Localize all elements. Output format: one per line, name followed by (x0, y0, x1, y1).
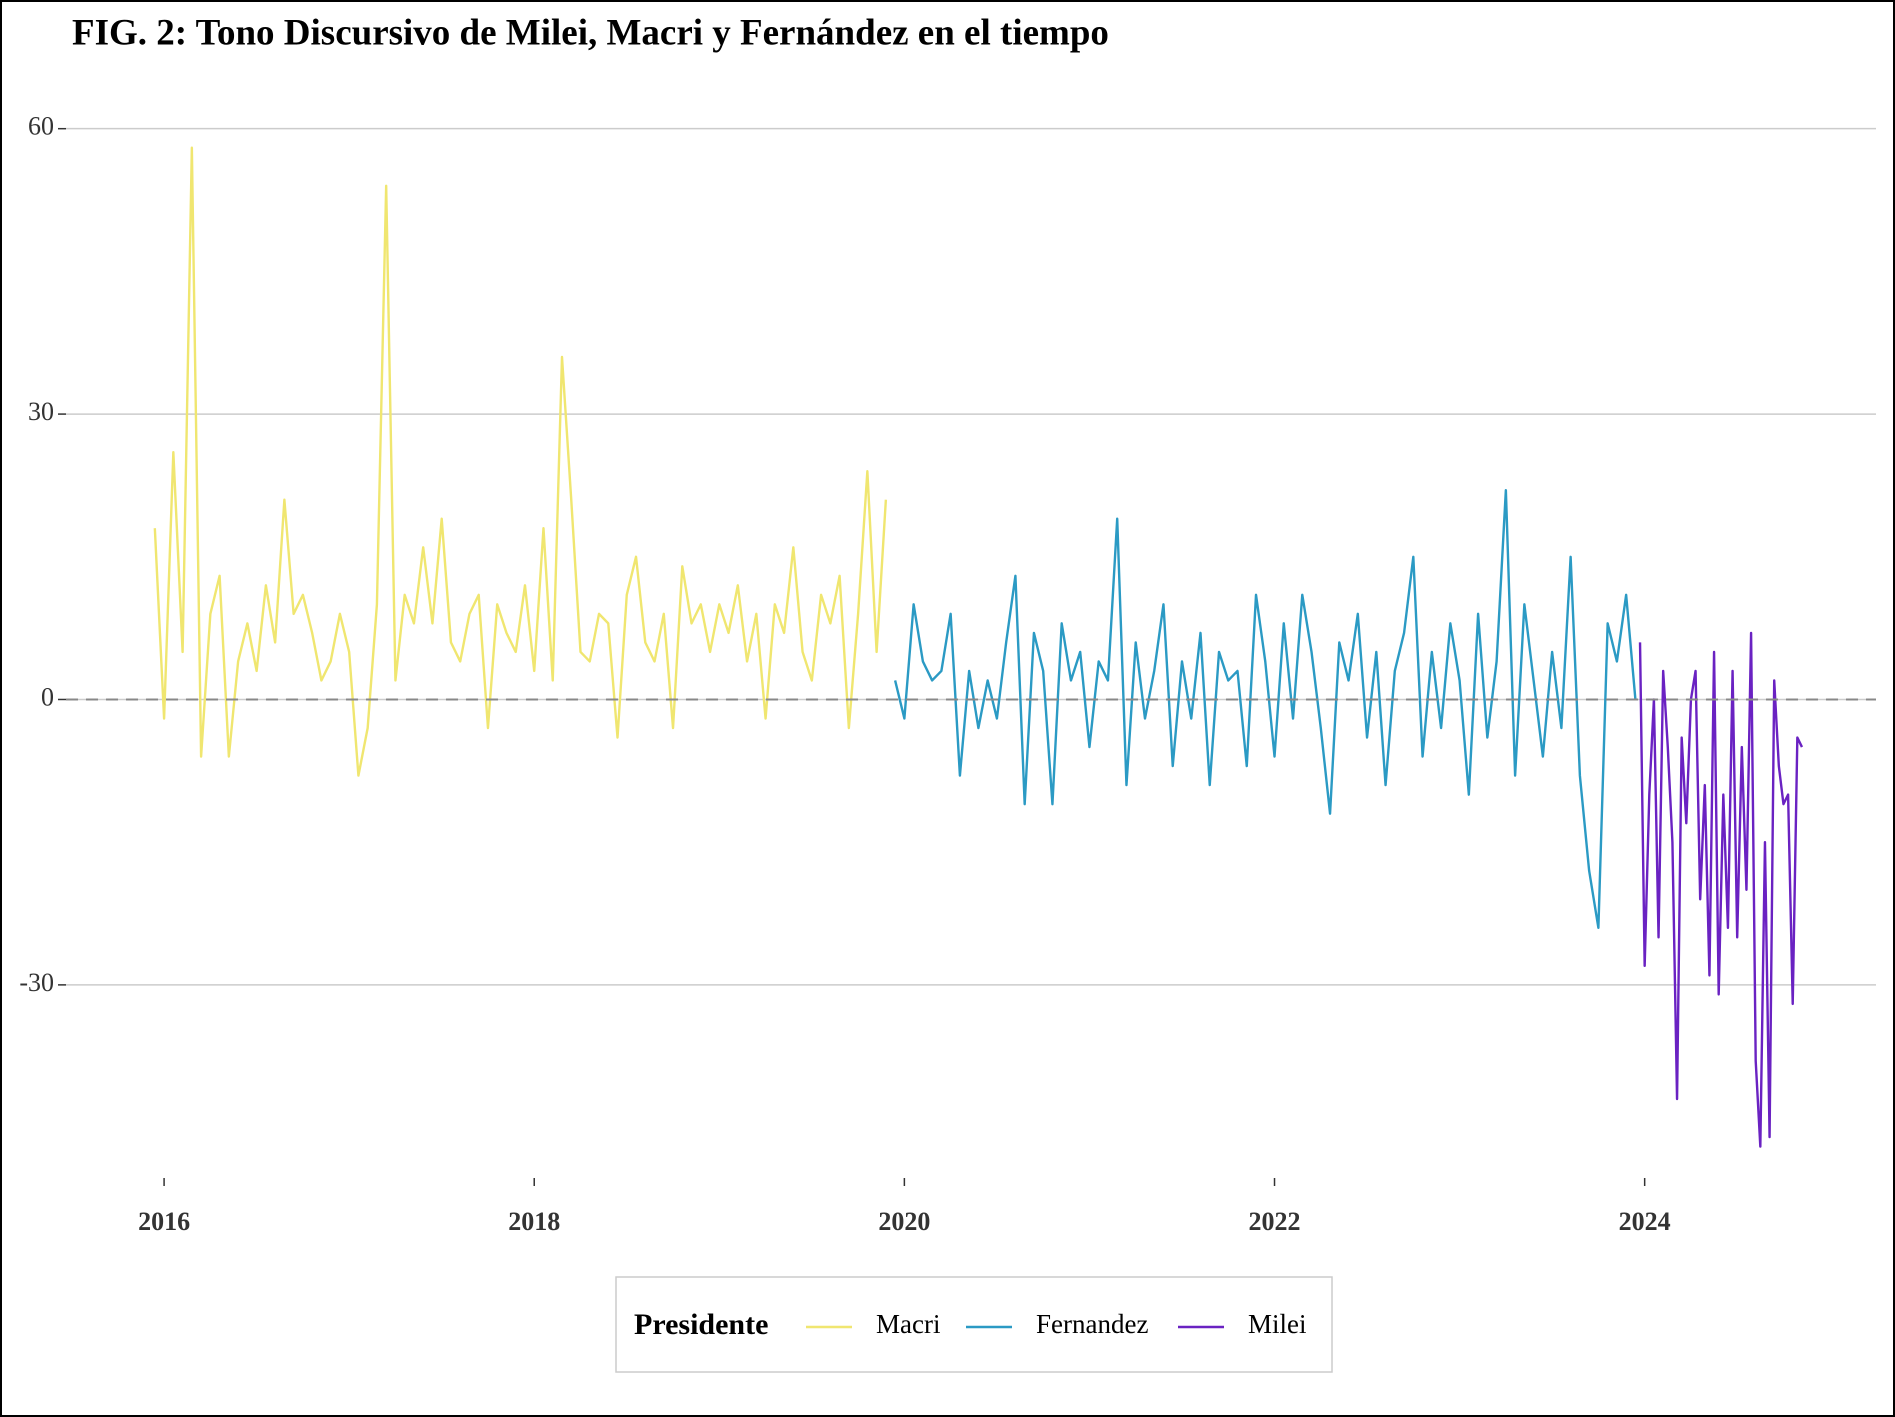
axes: -30 0 30 60 2016 2018 2020 2022 2024 (19, 112, 1670, 1236)
chart-title: FIG. 2: Tono Discursivo de Milei, Macri … (72, 12, 1109, 53)
series-line (893, 488, 1637, 929)
plot-area (66, 146, 1876, 1148)
y-tick-label: 0 (41, 682, 54, 711)
series-line (1638, 631, 1804, 1148)
legend: Presidente Macri Fernandez Milei (634, 1308, 1307, 1341)
y-tick-label: 60 (28, 112, 54, 141)
legend-label: Milei (1248, 1309, 1307, 1339)
legend-label: Fernandez (1036, 1309, 1148, 1339)
x-tick-label: 2024 (1619, 1207, 1671, 1236)
legend-title: Presidente (634, 1308, 768, 1341)
x-tick-label: 2018 (508, 1207, 560, 1236)
legend-label: Macri (876, 1309, 940, 1339)
y-tick-label: 30 (28, 397, 54, 426)
x-tick-label: 2022 (1249, 1207, 1301, 1236)
x-tick-label: 2020 (878, 1207, 930, 1236)
series-line (153, 146, 888, 777)
y-tick-label: -30 (19, 968, 54, 997)
legend-box (615, 1276, 1333, 1373)
x-tick-label: 2016 (138, 1207, 190, 1236)
